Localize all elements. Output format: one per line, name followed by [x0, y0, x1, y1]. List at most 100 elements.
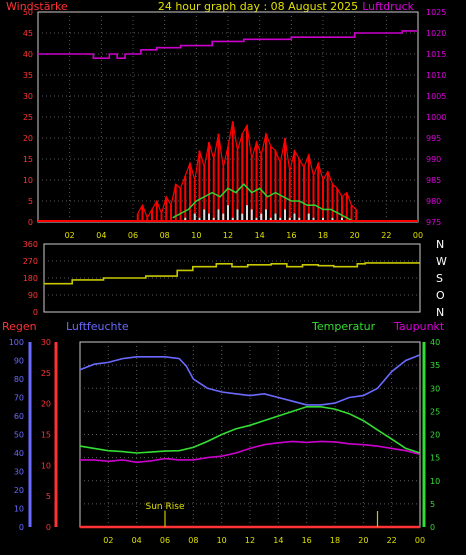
x-tick-label: 04	[132, 536, 142, 545]
x-tick-label: 18	[330, 536, 340, 545]
wind-tick-label: 40	[23, 50, 33, 59]
temperature-line	[79, 405, 421, 454]
wind-direction-line	[44, 262, 420, 285]
x-tick-label: 20	[358, 536, 368, 545]
humidity-tick-label: 30	[14, 468, 24, 477]
rain-tick-label: 5	[46, 492, 51, 501]
x-tick-label: 20	[350, 231, 360, 240]
compass-label: O	[436, 289, 445, 302]
sunrise-annotation: Sun Rise	[146, 502, 185, 512]
rain-tick-label: 15	[41, 431, 51, 440]
wind-tick-label: 10	[23, 176, 33, 185]
wind-tick-label: 20	[23, 134, 33, 143]
x-tick-label: 16	[286, 231, 296, 240]
temperature-tick-label: 35	[430, 361, 440, 370]
humidity-tick-label: 0	[19, 523, 24, 532]
direction-tick-label: 180	[23, 274, 38, 283]
wind-average-line	[172, 183, 356, 223]
pressure-tick-label: 1025	[426, 8, 446, 17]
rain-axis-title: Regen	[2, 320, 37, 333]
temperature-tick-label: 30	[430, 384, 440, 393]
x-tick-label: 08	[160, 231, 170, 240]
temperature-tick-label: 0	[430, 523, 435, 532]
humidity-tick-label: 90	[14, 357, 24, 366]
x-tick-label: 06	[128, 231, 138, 240]
rain-tick-label: 20	[41, 400, 51, 409]
temperature-tick-label: 40	[430, 338, 440, 347]
temperature-tick-label: 10	[430, 477, 440, 486]
rain-tick-label: 30	[41, 338, 51, 347]
wind-pressure-panel: 0510152025303540455097598098599099510001…	[23, 8, 447, 240]
x-tick-label: 04	[96, 231, 106, 240]
pressure-axis-title: Luftdruck	[362, 0, 414, 13]
x-tick-label: 10	[217, 536, 227, 545]
pressure-line	[38, 30, 418, 60]
temperature-axis-title: Temperatur	[311, 320, 376, 333]
humidity-tick-label: 70	[14, 394, 24, 403]
dewpoint-line	[80, 440, 421, 464]
direction-tick-label: 360	[23, 240, 38, 249]
pressure-tick-label: 980	[426, 197, 441, 206]
wind-axis-title: Windstärke	[6, 0, 68, 13]
wind-tick-label: 15	[23, 155, 33, 164]
compass-label: N	[436, 306, 444, 319]
temperature-tick-label: 15	[430, 454, 440, 463]
x-tick-label: 12	[223, 231, 233, 240]
x-tick-label: 22	[387, 536, 397, 545]
x-tick-label: 18	[318, 231, 328, 240]
pressure-tick-label: 1015	[426, 50, 446, 59]
rain-tick-label: 10	[41, 461, 51, 470]
wind-tick-label: 45	[23, 29, 33, 38]
pressure-tick-label: 975	[426, 218, 441, 227]
rain-tick-label: 0	[46, 523, 51, 532]
compass-label: W	[436, 255, 447, 268]
wind-tick-label: 50	[23, 8, 33, 17]
humidity-tick-label: 100	[9, 338, 24, 347]
humidity-axis-title: Luftfeuchte	[66, 320, 129, 333]
x-tick-label: 02	[103, 536, 113, 545]
pressure-tick-label: 990	[426, 155, 441, 164]
humidity-tick-label: 50	[14, 431, 24, 440]
wind-tick-label: 0	[28, 218, 33, 227]
x-tick-label: 12	[245, 536, 255, 545]
pressure-tick-label: 1000	[426, 113, 446, 122]
x-tick-label: 14	[273, 536, 283, 545]
compass-label: S	[436, 272, 443, 285]
pressure-tick-label: 985	[426, 176, 441, 185]
chart-title: 24 hour graph day : 08 August 2025	[158, 0, 358, 13]
x-tick-label: 22	[381, 231, 391, 240]
x-tick-label: 00	[415, 536, 425, 545]
temperature-tick-label: 5	[430, 500, 435, 509]
x-tick-label: 02	[65, 231, 75, 240]
humidity-tick-label: 60	[14, 412, 24, 421]
pressure-tick-label: 1020	[426, 29, 446, 38]
humidity-tick-label: 20	[14, 486, 24, 495]
direction-tick-label: 90	[28, 291, 38, 300]
temperature-tick-label: 20	[430, 431, 440, 440]
humidity-tick-label: 40	[14, 449, 24, 458]
wind-tick-label: 30	[23, 92, 33, 101]
humidity-tick-label: 80	[14, 375, 24, 384]
x-tick-label: 16	[302, 536, 312, 545]
wind-tick-label: 5	[28, 197, 33, 206]
direction-tick-label: 270	[23, 257, 38, 266]
pressure-tick-label: 995	[426, 134, 441, 143]
rain-tick-label: 25	[41, 369, 51, 378]
x-tick-label: 08	[188, 536, 198, 545]
x-tick-label: 10	[191, 231, 201, 240]
direction-tick-label: 0	[33, 308, 38, 317]
wind-tick-label: 25	[23, 113, 33, 122]
pressure-tick-label: 1005	[426, 92, 446, 101]
temperature-tick-label: 25	[430, 407, 440, 416]
x-tick-label: 00	[413, 231, 423, 240]
humidity-temperature-panel: 0102030405060708090100051015202530051015…	[9, 338, 440, 545]
humidity-line	[79, 354, 421, 406]
compass-label: N	[436, 238, 444, 251]
wind-tick-label: 35	[23, 71, 33, 80]
x-tick-label: 14	[255, 231, 265, 240]
dewpoint-axis-title: Taupunkt	[393, 320, 445, 333]
pressure-tick-label: 1010	[426, 71, 446, 80]
humidity-tick-label: 10	[14, 505, 24, 514]
